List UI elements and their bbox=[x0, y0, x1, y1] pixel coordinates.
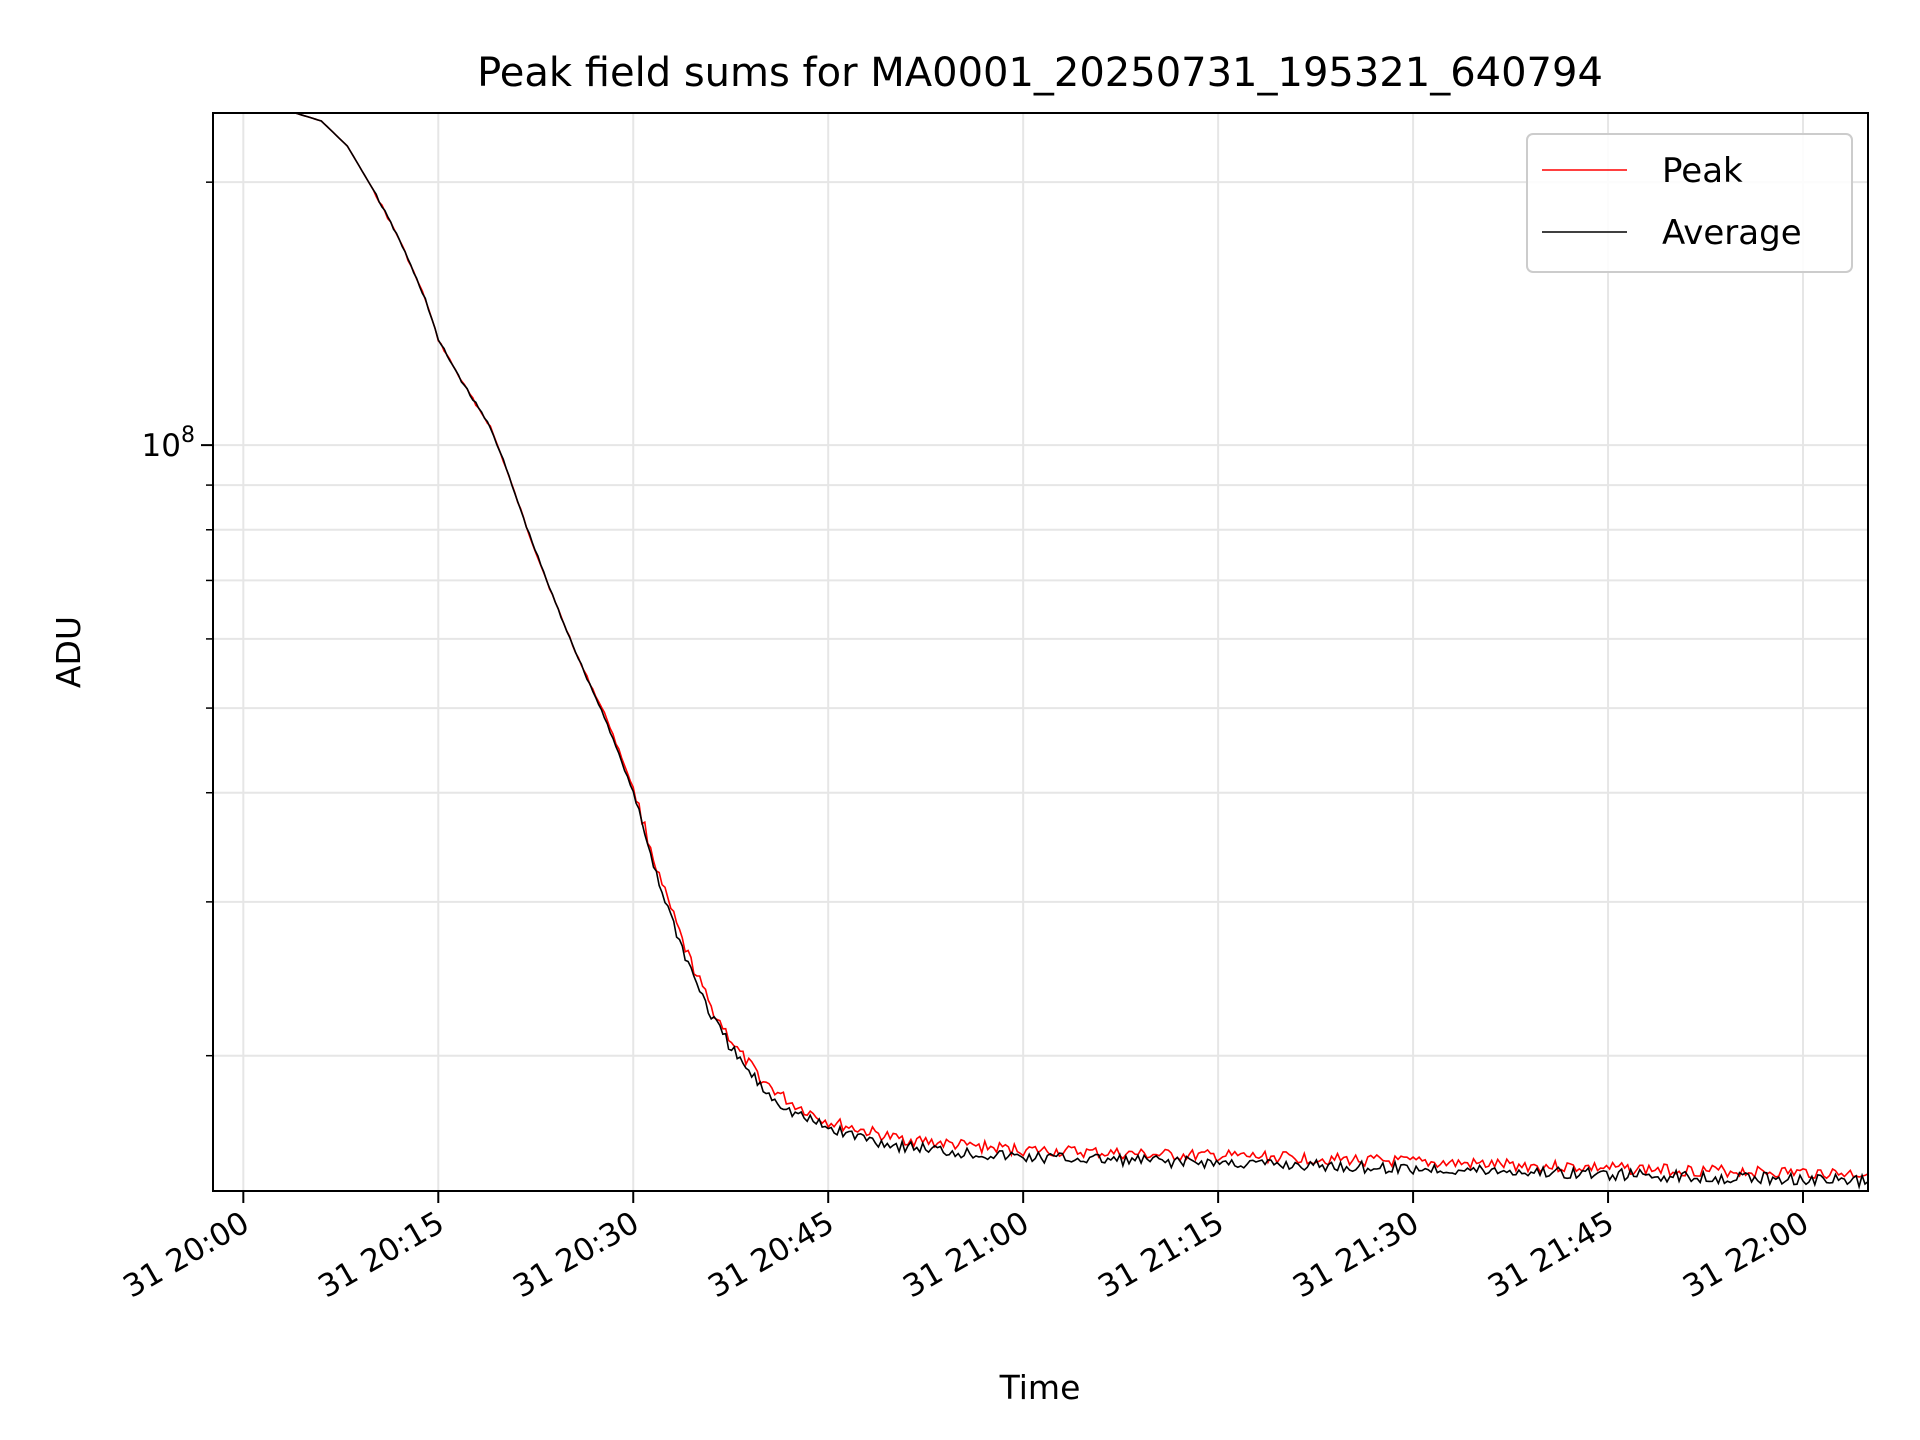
y-tick-label-exponent: 8 bbox=[181, 423, 195, 448]
axes-frame bbox=[212, 112, 1869, 1192]
legend: Peak Average bbox=[1526, 133, 1853, 273]
legend-label-average: Average bbox=[1662, 213, 1802, 253]
x-axis-label: Time bbox=[999, 1368, 1081, 1407]
legend-label-peak: Peak bbox=[1662, 151, 1743, 191]
grid bbox=[213, 113, 1868, 1191]
legend-box bbox=[1526, 133, 1853, 273]
y-tick-label-base: 10 bbox=[142, 428, 181, 464]
series-line-average bbox=[213, 113, 1868, 1190]
y-axis-label: ADU bbox=[49, 616, 88, 688]
y-tick-label: 108 bbox=[142, 423, 195, 464]
plot-area bbox=[213, 113, 1868, 1190]
chart-title: Peak field sums for MA0001_20250731_1953… bbox=[477, 50, 1603, 96]
